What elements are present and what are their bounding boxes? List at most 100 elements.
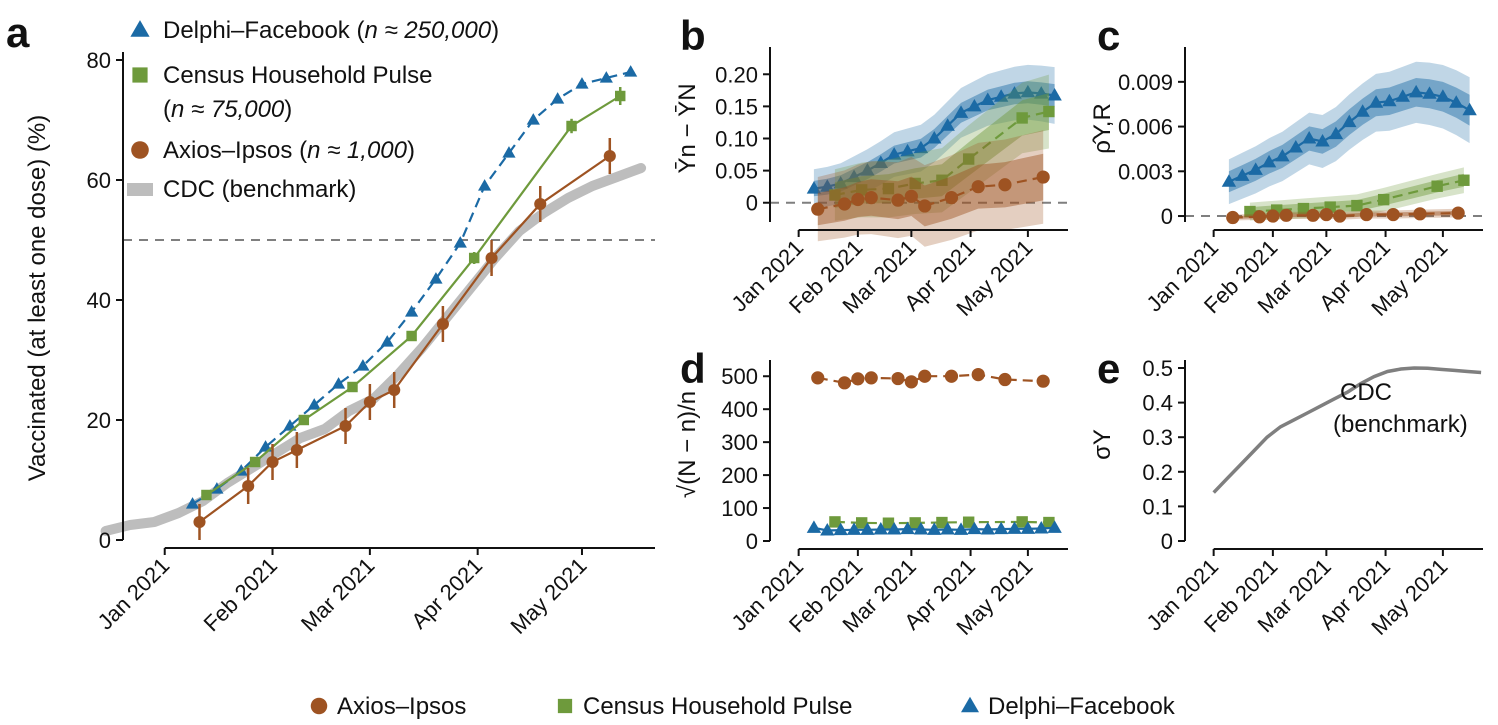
y-tick-label: 20 (87, 408, 111, 433)
data-point (940, 118, 955, 131)
data-point (242, 479, 255, 493)
uncertainty-band-inner (817, 153, 1044, 227)
y-tick-label: 0 (746, 191, 758, 216)
data-point (551, 92, 565, 104)
data-point (940, 522, 955, 535)
data-point (1016, 112, 1028, 124)
data-point (886, 522, 902, 535)
data-point (1047, 88, 1062, 101)
data-point (1435, 89, 1451, 102)
data-point (502, 146, 516, 158)
y-tick-label: 0.5 (1142, 356, 1173, 381)
uncertainty-band-outer (817, 130, 1044, 247)
data-point (1261, 154, 1277, 168)
bottom-legend-label: Census Household Pulse (583, 693, 853, 720)
data-point (860, 522, 875, 535)
panel-letter: e (1097, 345, 1120, 392)
y-tick-label: 0 (1161, 529, 1173, 554)
data-point (347, 381, 358, 393)
data-point (1235, 168, 1250, 181)
data-point (1248, 162, 1263, 175)
series-delphi (806, 64, 1062, 208)
y-tick-label: 100 (721, 496, 758, 521)
data-point (1036, 170, 1050, 184)
data-point (453, 236, 467, 248)
data-point (1301, 131, 1317, 144)
series-line (1212, 366, 1482, 494)
data-point (980, 92, 995, 106)
data-point (185, 497, 200, 509)
legend-label: Axios–Ipsos (163, 137, 292, 164)
data-point (201, 489, 212, 501)
data-point (1036, 374, 1050, 388)
series-axios (811, 367, 1050, 390)
data-point (833, 176, 848, 189)
data-point (882, 517, 895, 529)
data-point (266, 455, 279, 469)
data-point (837, 197, 852, 211)
data-point (980, 522, 995, 535)
data-point (436, 317, 449, 331)
data-point (1007, 86, 1022, 99)
data-point (962, 516, 975, 528)
legend-n-text: n ≈ 250,000 (364, 17, 491, 44)
data-point (534, 197, 547, 211)
data-point (971, 367, 985, 382)
data-point (1328, 126, 1344, 140)
x-tick-label: May 2021 (506, 553, 592, 639)
y-axis-title: Ȳn − ȲN (674, 83, 701, 173)
legend-n: (n ≈ 75,000) (163, 96, 292, 123)
panel-letter: a (6, 9, 30, 56)
data-point (526, 113, 540, 125)
annotation-text: (benchmark) (1333, 411, 1468, 438)
series-axios (811, 130, 1050, 247)
data-point (900, 143, 915, 157)
data-point (380, 335, 394, 347)
data-point (927, 522, 942, 535)
data-point (1315, 134, 1330, 147)
series-delphi (1221, 61, 1477, 205)
uncertainty-band-inner (834, 93, 1049, 208)
data-point (1279, 208, 1293, 222)
data-point (913, 140, 929, 154)
x-tick-label: Jan 2021 (93, 553, 175, 635)
series-census (829, 74, 1055, 221)
data-point (1319, 207, 1333, 222)
series-census (829, 516, 1055, 529)
y-tick-label: 60 (87, 168, 111, 193)
legend-label: Census Household Pulse (163, 62, 433, 89)
data-point (918, 369, 932, 383)
panel-letter: d (680, 345, 706, 392)
data-point (485, 251, 498, 265)
data-point (846, 522, 862, 535)
data-point (1451, 206, 1465, 220)
data-point (1020, 521, 1036, 534)
legend-n-text: n ≈ 75,000 (171, 96, 285, 123)
data-point (953, 522, 969, 535)
data-point (967, 521, 982, 535)
data-point (1226, 210, 1240, 225)
x-tick-label: Mar 2021 (296, 553, 379, 636)
data-point (953, 105, 969, 118)
panel-letter: c (1097, 12, 1120, 59)
y-tick-label: 0.2 (1142, 460, 1173, 485)
data-point (1221, 174, 1237, 187)
series-line (834, 520, 1049, 525)
data-point (1016, 516, 1028, 528)
y-tick-label: 0.3 (1142, 425, 1173, 450)
data-point (429, 272, 443, 284)
data-point (624, 65, 638, 77)
data-point (936, 516, 948, 529)
legend-marker (310, 697, 328, 715)
cdc-band (100, 163, 647, 536)
data-point (851, 372, 865, 386)
paren: ) (491, 17, 499, 44)
legend-marker (131, 141, 149, 159)
legend-swatch (127, 183, 153, 196)
y-tick-label: 0 (1161, 204, 1173, 229)
y-tick-label: 500 (721, 364, 758, 389)
data-point (820, 179, 835, 192)
data-point (927, 131, 942, 144)
